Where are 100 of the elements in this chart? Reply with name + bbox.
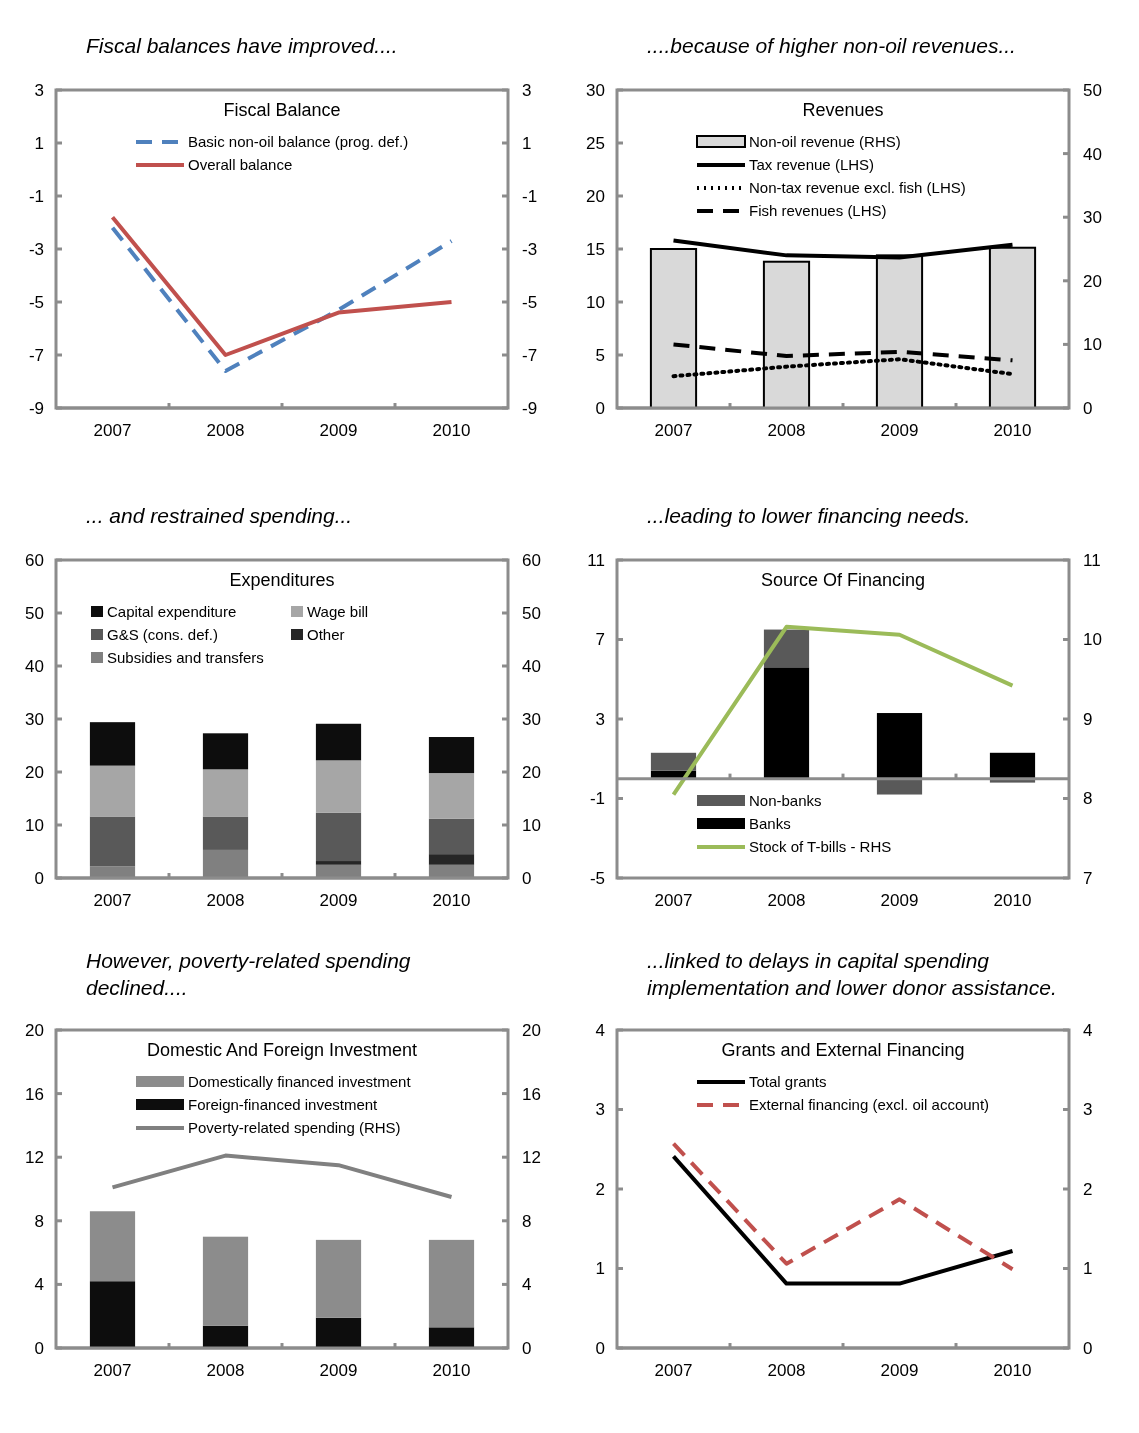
y-tick-label: -5: [28, 292, 44, 312]
legend-label: Non-banks: [749, 792, 822, 810]
y2-tick-label: 30: [522, 709, 541, 729]
y-tick-label: -7: [28, 345, 44, 365]
y-tick-label: 20: [25, 762, 44, 782]
y-tick-label: -1: [589, 789, 605, 809]
x-tick-label: 2009: [880, 421, 919, 440]
x-tick-label: 2010: [993, 421, 1032, 440]
y-tick-label: 60: [25, 550, 44, 570]
bar: [315, 861, 362, 865]
y2-tick-label: 20: [522, 1020, 541, 1040]
bar: [315, 1317, 362, 1348]
y-tick-label: 7: [595, 630, 605, 650]
x-tick-label: 2009: [880, 891, 919, 910]
y2-tick-label: 50: [1083, 80, 1102, 100]
y2-tick-label: 1: [522, 133, 532, 153]
y2-tick-label: 9: [1083, 709, 1093, 729]
y-tick-label: -1: [28, 186, 44, 206]
text: Revenues: [802, 100, 884, 120]
y-tick-label: 0: [34, 1338, 44, 1358]
y2-tick-label: 1: [1083, 1259, 1093, 1279]
line-series: [671, 1141, 1015, 1272]
x-tick-label: 2008: [767, 1361, 806, 1380]
y-tick-label: 3: [34, 80, 44, 100]
legend-label: External financing (excl. oil account): [749, 1096, 990, 1114]
legend-label: Other: [307, 626, 345, 644]
y-tick-label: 11: [587, 550, 605, 570]
y2-tick-label: -1: [522, 186, 538, 206]
y2-tick-label: 20: [1083, 271, 1102, 291]
x-tick-label: 2010: [432, 1361, 471, 1380]
y-tick-label: 40: [25, 656, 44, 676]
bar: [876, 778, 923, 795]
x-tick-label: 2009: [319, 1361, 358, 1380]
y2-tick-label: 40: [1083, 144, 1102, 164]
y-tick-label: 4: [34, 1275, 44, 1295]
text: Source Of Financing: [760, 570, 926, 590]
y-tick-label: 0: [595, 1338, 605, 1358]
x-tick-label: 2010: [993, 1361, 1032, 1380]
y2-tick-label: 60: [522, 550, 541, 570]
y-tick-label: 12: [25, 1148, 44, 1168]
bar: [876, 713, 923, 779]
x-tick-label: 2009: [880, 1361, 919, 1380]
y2-tick-label: 4: [1083, 1020, 1093, 1040]
y-tick-label: 8: [34, 1211, 44, 1231]
y-tick-label: -5: [589, 868, 605, 888]
chart-title: ...linked to delays in capital spending implementation and lower donor assistance.: [647, 949, 1057, 999]
y2-tick-label: 10: [522, 815, 541, 835]
y-tick-label: 2: [595, 1179, 605, 1199]
y2-tick-label: 50: [522, 603, 541, 623]
x-tick-label: 2009: [319, 891, 358, 910]
bar: [202, 733, 249, 770]
y2-tick-label: -9: [522, 398, 538, 418]
y2-tick-label: 40: [522, 656, 541, 676]
bar: [89, 765, 136, 817]
y2-tick-label: 0: [1083, 1338, 1093, 1358]
x-tick-label: 2007: [93, 421, 132, 440]
chart-title: ....because of higher non-oil revenues...: [647, 34, 1016, 57]
x-tick-label: 2009: [319, 421, 358, 440]
y-tick-label: 1: [34, 133, 44, 153]
chart-title: However, poverty-related spending declined....: [86, 949, 411, 999]
bar: [428, 854, 475, 865]
legend-label: G&S (cons. def.): [107, 626, 218, 644]
y2-tick-label: 10: [1083, 335, 1102, 355]
bar: [428, 737, 475, 774]
bar: [428, 1239, 475, 1328]
text: Expenditures: [229, 570, 335, 590]
x-tick-label: 2010: [993, 891, 1032, 910]
y-tick-label: 10: [25, 815, 44, 835]
legend-label: Banks: [749, 815, 791, 833]
y2-tick-label: 4: [522, 1275, 532, 1295]
bar: [89, 1281, 136, 1348]
y2-tick-label: -3: [522, 239, 538, 259]
y-tick-label: 30: [586, 80, 605, 100]
bar: [202, 769, 249, 817]
bar: [202, 816, 249, 850]
y2-tick-label: 7: [1083, 868, 1093, 888]
y-tick-label: -3: [28, 239, 44, 259]
legend-label: Foreign-financed investment: [188, 1096, 379, 1114]
x-tick-label: 2007: [654, 1361, 693, 1380]
bar: [89, 816, 136, 867]
bar: [428, 818, 475, 855]
line-series: [110, 225, 454, 373]
legend-label: Stock of T-bills - RHS: [749, 838, 892, 856]
bar: [202, 1236, 249, 1326]
y2-tick-label: -7: [522, 345, 538, 365]
bar: [763, 667, 810, 779]
y2-tick-label: 16: [522, 1084, 541, 1104]
bar: [315, 723, 362, 761]
y2-tick-label: 0: [1083, 398, 1093, 418]
x-tick-label: 2010: [432, 421, 471, 440]
bar: [89, 1211, 136, 1282]
y-tick-label: 10: [586, 292, 605, 312]
line-series: [110, 1153, 454, 1199]
y-tick-label: 20: [586, 186, 605, 206]
y-tick-label: 16: [25, 1084, 44, 1104]
x-tick-label: 2007: [93, 1361, 132, 1380]
legend-label: Domestically financed investment: [188, 1073, 412, 1091]
y2-tick-label: 20: [522, 762, 541, 782]
x-tick-label: 2008: [206, 421, 245, 440]
bar: [315, 812, 362, 862]
